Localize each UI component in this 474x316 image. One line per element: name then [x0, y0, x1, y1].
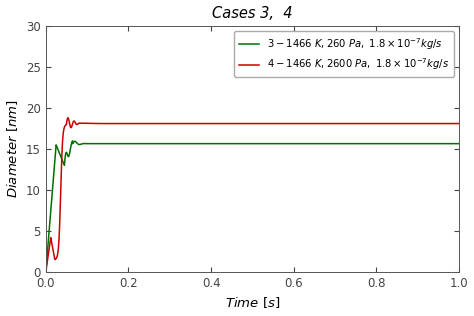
$3 - 1466\ K, 260\ Pa,\ 1.8 \times 10^{-7}kg/s$	[192, 142, 198, 146]
X-axis label: $Time\ [s]$: $Time\ [s]$	[225, 295, 280, 310]
$4 - 1466\ K, 2600\ Pa,\ 1.8 \times 10^{-7}kg/s$	[372, 122, 377, 125]
$3 - 1466\ K, 260\ Pa,\ 1.8 \times 10^{-7}kg/s$	[64, 151, 69, 155]
$3 - 1466\ K, 260\ Pa,\ 1.8 \times 10^{-7}kg/s$	[372, 142, 377, 146]
$3 - 1466\ K, 260\ Pa,\ 1.8 \times 10^{-7}kg/s$	[306, 142, 311, 146]
$4 - 1466\ K, 2600\ Pa,\ 1.8 \times 10^{-7}kg/s$	[306, 122, 311, 125]
$3 - 1466\ K, 260\ Pa,\ 1.8 \times 10^{-7}kg/s$	[288, 142, 293, 146]
$3 - 1466\ K, 260\ Pa,\ 1.8 \times 10^{-7}kg/s$	[349, 142, 355, 146]
$4 - 1466\ K, 2600\ Pa,\ 1.8 \times 10^{-7}kg/s$	[349, 122, 355, 125]
Line: $4 - 1466\ K, 2600\ Pa,\ 1.8 \times 10^{-7}kg/s$: $4 - 1466\ K, 2600\ Pa,\ 1.8 \times 10^{…	[46, 118, 459, 272]
$4 - 1466\ K, 2600\ Pa,\ 1.8 \times 10^{-7}kg/s$	[288, 122, 293, 125]
$4 - 1466\ K, 2600\ Pa,\ 1.8 \times 10^{-7}kg/s$	[43, 270, 49, 274]
$4 - 1466\ K, 2600\ Pa,\ 1.8 \times 10^{-7}kg/s$	[64, 121, 69, 125]
$3 - 1466\ K, 260\ Pa,\ 1.8 \times 10^{-7}kg/s$	[43, 270, 49, 274]
Legend: $3 - 1466\ K, 260\ Pa,\ 1.8 \times 10^{-7}kg/s$, $4 - 1466\ K, 2600\ Pa,\ 1.8 \t: $3 - 1466\ K, 260\ Pa,\ 1.8 \times 10^{-…	[234, 31, 454, 77]
$3 - 1466\ K, 260\ Pa,\ 1.8 \times 10^{-7}kg/s$	[70, 139, 75, 143]
Line: $3 - 1466\ K, 260\ Pa,\ 1.8 \times 10^{-7}kg/s$: $3 - 1466\ K, 260\ Pa,\ 1.8 \times 10^{-…	[46, 141, 459, 272]
$4 - 1466\ K, 2600\ Pa,\ 1.8 \times 10^{-7}kg/s$	[456, 122, 462, 125]
$3 - 1466\ K, 260\ Pa,\ 1.8 \times 10^{-7}kg/s$	[456, 142, 462, 146]
Title: Cases 3,  4: Cases 3, 4	[212, 6, 293, 21]
$4 - 1466\ K, 2600\ Pa,\ 1.8 \times 10^{-7}kg/s$	[192, 122, 198, 125]
$4 - 1466\ K, 2600\ Pa,\ 1.8 \times 10^{-7}kg/s$	[65, 116, 71, 120]
Y-axis label: $Diameter\ [nm]$: $Diameter\ [nm]$	[6, 100, 20, 198]
